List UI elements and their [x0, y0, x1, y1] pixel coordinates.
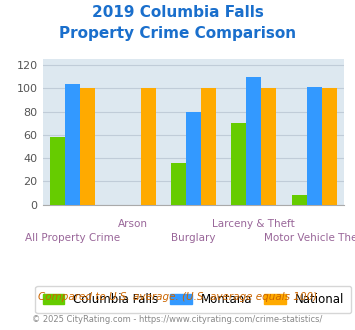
Bar: [171, 163, 186, 205]
Text: Burglary: Burglary: [171, 233, 216, 243]
Text: © 2025 CityRating.com - https://www.cityrating.com/crime-statistics/: © 2025 CityRating.com - https://www.city…: [32, 315, 323, 324]
Bar: [231, 123, 246, 205]
Text: Motor Vehicle Theft: Motor Vehicle Theft: [264, 233, 355, 243]
Bar: [201, 88, 216, 205]
Bar: [261, 88, 277, 205]
Bar: [50, 137, 65, 205]
Text: 2019 Columbia Falls: 2019 Columbia Falls: [92, 5, 263, 20]
Bar: [291, 195, 307, 205]
Bar: [65, 84, 80, 205]
Bar: [186, 112, 201, 205]
Text: All Property Crime: All Property Crime: [25, 233, 120, 243]
Text: Property Crime Comparison: Property Crime Comparison: [59, 26, 296, 41]
Bar: [246, 77, 261, 205]
Text: Larceny & Theft: Larceny & Theft: [212, 219, 295, 229]
Bar: [141, 88, 156, 205]
Legend: Columbia Falls, Montana, National: Columbia Falls, Montana, National: [36, 286, 351, 313]
Text: Compared to U.S. average. (U.S. average equals 100): Compared to U.S. average. (U.S. average …: [38, 292, 317, 302]
Text: Arson: Arson: [118, 219, 148, 229]
Bar: [322, 88, 337, 205]
Bar: [307, 87, 322, 205]
Bar: [80, 88, 95, 205]
